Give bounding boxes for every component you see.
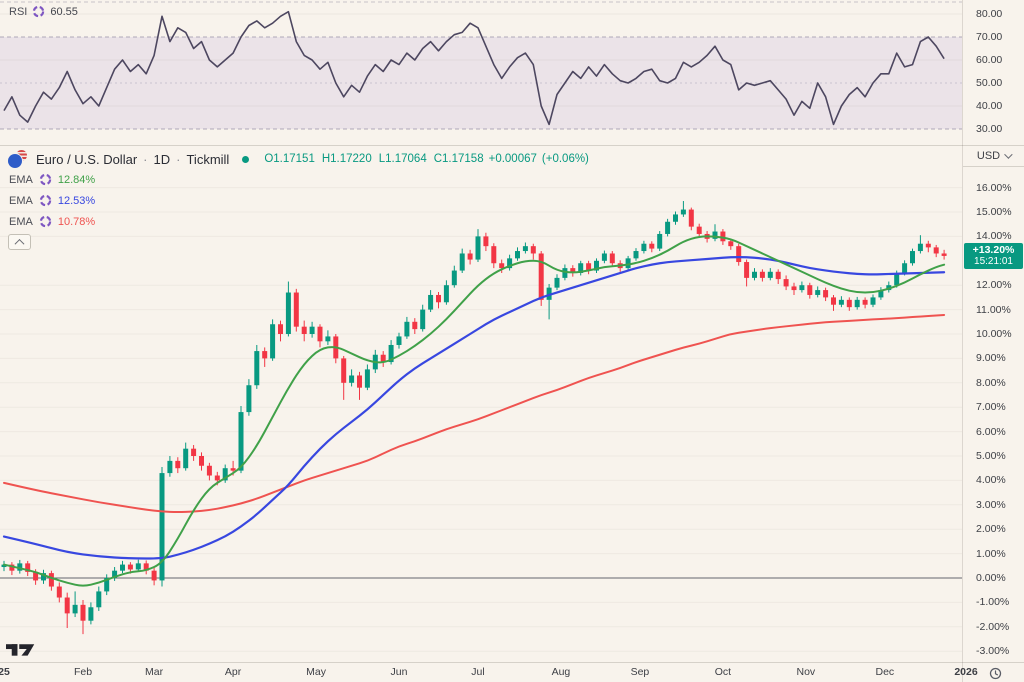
price-axis-label: 12.00% <box>976 279 1012 292</box>
price-axis-label: 70.00 <box>976 31 1003 43</box>
close-label: C <box>433 153 443 165</box>
price-axis-label: 60.00 <box>976 54 1003 66</box>
market-status-icon[interactable] <box>242 155 250 163</box>
time-axis-divider[interactable] <box>0 662 1024 663</box>
close-value: 1.17158 <box>442 153 484 165</box>
ema-label: EMA <box>9 215 33 228</box>
indicator-row-ema-mid[interactable]: EMA 12.53% <box>9 194 95 207</box>
low-value: 1.17064 <box>385 153 427 165</box>
tradingview-logo[interactable] <box>6 641 36 661</box>
time-axis-label-nov: Nov <box>796 666 816 678</box>
year-label-left: 25 <box>0 666 10 678</box>
last-price-change: +13.20% <box>972 243 1015 256</box>
ema-value: 12.53% <box>57 194 96 207</box>
price-axis-label: -3.00% <box>976 645 1010 658</box>
price-axis[interactable]: USD +13.20% 15:21:01 16.00% 15.00% 14.00% 1… <box>963 146 1024 662</box>
rsi-price-axis[interactable]: 80.00 70.00 60.00 50.00 40.00 30.00 <box>963 0 1024 145</box>
bar-close-countdown: 15:21:01 <box>974 255 1013 267</box>
price-axis-label: 14.00% <box>976 230 1012 243</box>
loading-spinner-icon <box>32 5 45 18</box>
open-label: O <box>264 153 274 165</box>
low-label: L <box>378 153 386 165</box>
high-value: 1.17220 <box>330 153 372 165</box>
loading-spinner-icon <box>39 173 52 186</box>
pane-divider[interactable] <box>0 145 1024 146</box>
open-value: 1.17151 <box>273 153 315 165</box>
ema-label: EMA <box>9 173 33 186</box>
currency-selector-button[interactable]: USD <box>963 146 1024 167</box>
ohlc-values: O1.17151 H1.17220 L1.17064 C1.17158 <box>264 153 483 165</box>
time-axis-label-mar: Mar <box>145 666 164 678</box>
price-axis-label: -1.00% <box>976 596 1010 609</box>
year-label-right: 2026 <box>954 666 978 678</box>
ema-value: 10.78% <box>57 215 96 228</box>
loading-spinner-icon <box>39 194 52 207</box>
time-axis-label-feb: Feb <box>73 666 93 678</box>
ema-label: EMA <box>9 194 33 207</box>
eu-flag-icon <box>8 154 22 168</box>
legend-separator: · <box>143 151 148 167</box>
time-axis-label-jun: Jun <box>390 666 408 678</box>
broker-label[interactable]: Tickmill <box>186 151 230 167</box>
price-axis-label: 40.00 <box>976 100 1003 112</box>
price-axis-label: 80.00 <box>976 8 1003 20</box>
indicator-row-ema-fast[interactable]: EMA 12.84% <box>9 173 95 186</box>
price-axis-label: 9.00% <box>976 352 1006 365</box>
price-axis-label: 6.00% <box>976 425 1006 438</box>
high-label: H <box>321 153 331 165</box>
chevron-up-icon <box>14 238 25 249</box>
price-axis-label: 10.00% <box>976 328 1012 340</box>
price-axis-label: 1.00% <box>976 547 1006 560</box>
legend-separator: · <box>176 151 181 167</box>
price-axis-label: 15.00% <box>976 206 1012 218</box>
rsi-pane: RSI 60.55 80.00 70.00 60.00 50.00 40.00 30.00 <box>0 0 1024 145</box>
chevron-down-icon <box>1004 150 1013 159</box>
currency-label: USD <box>976 150 1001 162</box>
price-axis-label: 16.00% <box>976 181 1012 194</box>
price-axis-label: -2.00% <box>976 620 1010 633</box>
timeframe-label[interactable]: 1D <box>153 151 171 167</box>
change-value: +0.00067 <box>488 153 537 165</box>
price-axis-label: 11.00% <box>976 303 1011 316</box>
price-axis-label: 4.00% <box>976 474 1006 487</box>
time-axis-label-oct: Oct <box>714 666 732 678</box>
clock-icon <box>989 667 1001 679</box>
indicator-row-ema-slow[interactable]: EMA 10.78% <box>9 215 95 228</box>
time-axis-label-dec: Dec <box>875 666 895 678</box>
time-axis-label-may: May <box>306 666 326 678</box>
rsi-chart-canvas[interactable] <box>0 0 962 145</box>
price-axis-label: 30.00 <box>976 123 1003 135</box>
time-axis-label-aug: Aug <box>551 666 571 678</box>
price-axis-divider[interactable] <box>962 0 963 682</box>
main-price-pane: Euro / U.S. Dollar · 1D · Tickmill O1.17… <box>0 146 1024 662</box>
rsi-value: 60.55 <box>50 5 78 18</box>
price-axis-label: 3.00% <box>976 498 1006 511</box>
eurusd-pair-icon <box>8 150 27 168</box>
time-axis[interactable]: 25 2026 Feb Mar Apr May Jun Jul Aug Sep Oct Nov De… <box>0 663 1024 682</box>
symbol-legend[interactable]: Euro / U.S. Dollar · 1D · Tickmill O1.17… <box>8 149 589 169</box>
loading-spinner-icon <box>39 215 52 228</box>
last-price-badge: +13.20% 15:21:01 <box>964 242 1023 269</box>
price-axis-label: 7.00% <box>976 401 1006 414</box>
price-axis-label: 5.00% <box>976 450 1006 462</box>
change-percent: (+0.06%) <box>541 153 589 165</box>
ema-value: 12.84% <box>57 173 96 186</box>
main-chart-canvas[interactable] <box>0 146 962 662</box>
price-axis-label: 8.00% <box>976 376 1006 389</box>
timezone-clock-button[interactable] <box>987 665 1003 681</box>
price-axis-label: 0.00% <box>976 572 1006 584</box>
price-axis-label: 2.00% <box>976 523 1006 536</box>
rsi-title[interactable]: RSI <box>9 5 28 18</box>
collapse-indicators-button[interactable] <box>8 234 31 250</box>
time-axis-label-sep: Sep <box>630 666 650 678</box>
time-axis-label-apr: Apr <box>224 666 242 678</box>
symbol-title[interactable]: Euro / U.S. Dollar <box>36 151 138 167</box>
price-axis-label: 50.00 <box>976 77 1003 89</box>
rsi-legend[interactable]: RSI 60.55 <box>9 5 78 18</box>
time-axis-label-jul: Jul <box>471 666 485 678</box>
us-flag-icon <box>16 150 27 161</box>
